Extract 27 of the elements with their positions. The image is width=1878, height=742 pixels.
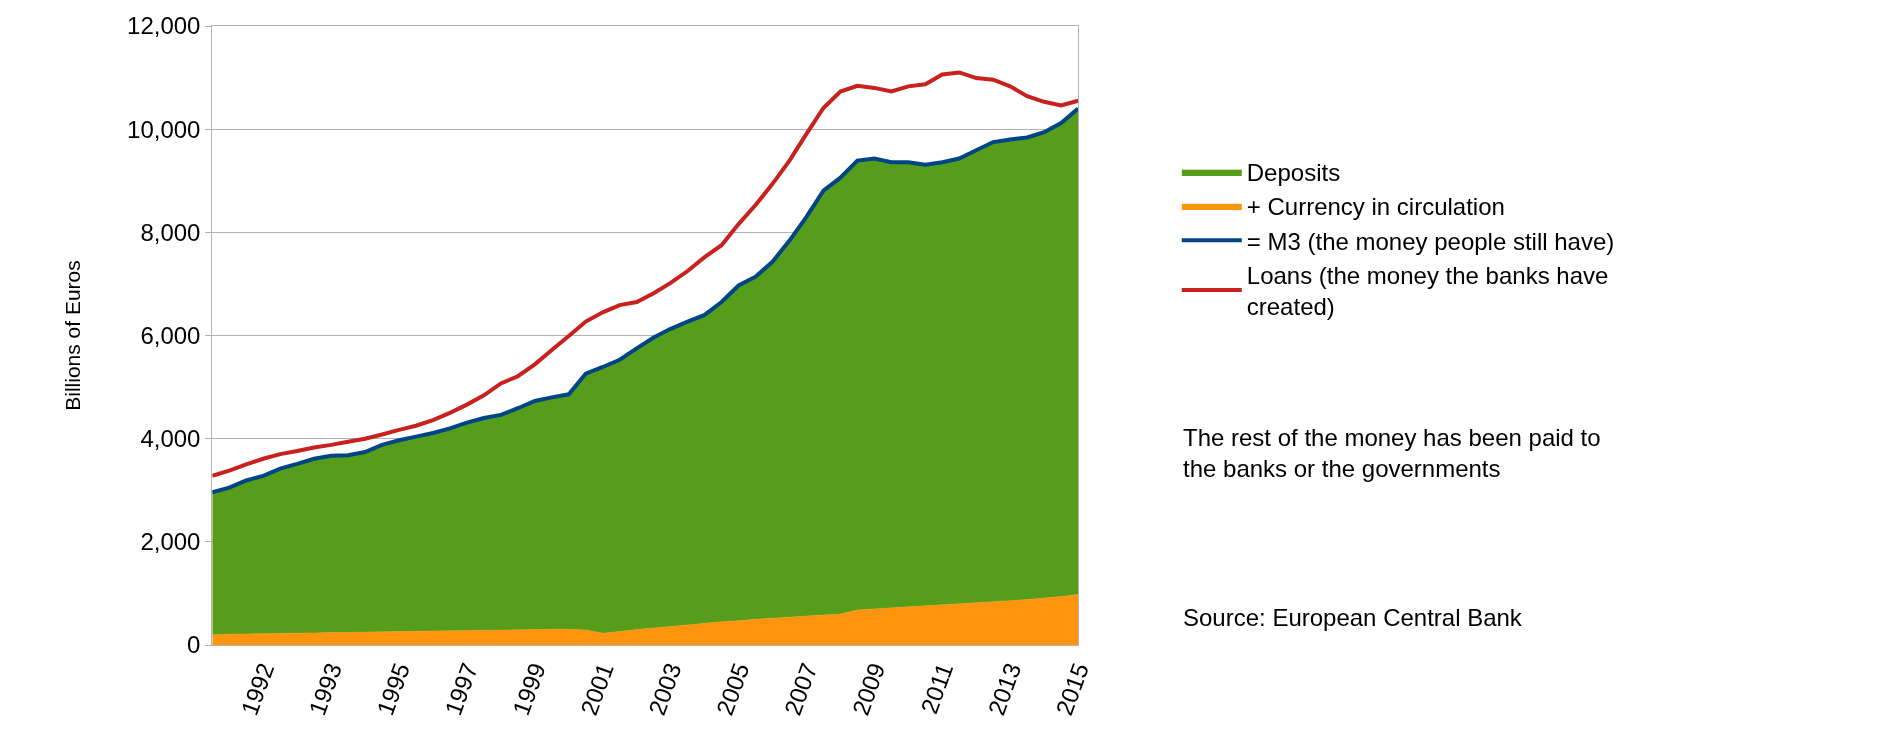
source-note: Source: European Central Bank	[1183, 604, 1523, 631]
legend-label: = M3 (the money people still have)	[1246, 227, 1615, 255]
y-tick-label: 4,000	[140, 425, 201, 453]
x-tick-label: 1995	[371, 659, 415, 719]
x-tick-label: 2015	[1050, 659, 1095, 719]
y-tick-label: 0	[187, 631, 201, 659]
x-tick-label: 1992	[235, 659, 280, 719]
x-tick-label: 1999	[507, 659, 551, 719]
y-tick-label: 10,000	[127, 115, 201, 143]
legend-label: + Currency in circulation	[1246, 193, 1505, 221]
y-tick-label: 8,000	[140, 218, 201, 246]
y-tick-label: 2,000	[140, 528, 201, 556]
x-tick-label: 2007	[778, 659, 823, 719]
y-tick-label: 6,000	[140, 321, 201, 349]
x-tick-label: 2009	[846, 659, 891, 719]
legend-label: Deposits	[1246, 159, 1341, 187]
y-axis-title: Billions of Euros	[61, 260, 85, 411]
x-tick-label: 2001	[575, 659, 619, 719]
x-tick-label: 2013	[982, 659, 1027, 719]
text: The rest of the money has been paid to the banks or the governments	[1183, 424, 1601, 483]
x-tick-label: 2003	[642, 659, 687, 719]
x-tick-label: 2011	[915, 659, 959, 718]
y-tick-label: 12,000	[127, 12, 201, 40]
legend-label: Loans (the money the banks have created)	[1246, 261, 1609, 321]
x-tick-label: 2005	[710, 659, 755, 719]
x-tick-label: 1993	[303, 659, 348, 719]
x-tick-label: 1997	[439, 659, 483, 719]
